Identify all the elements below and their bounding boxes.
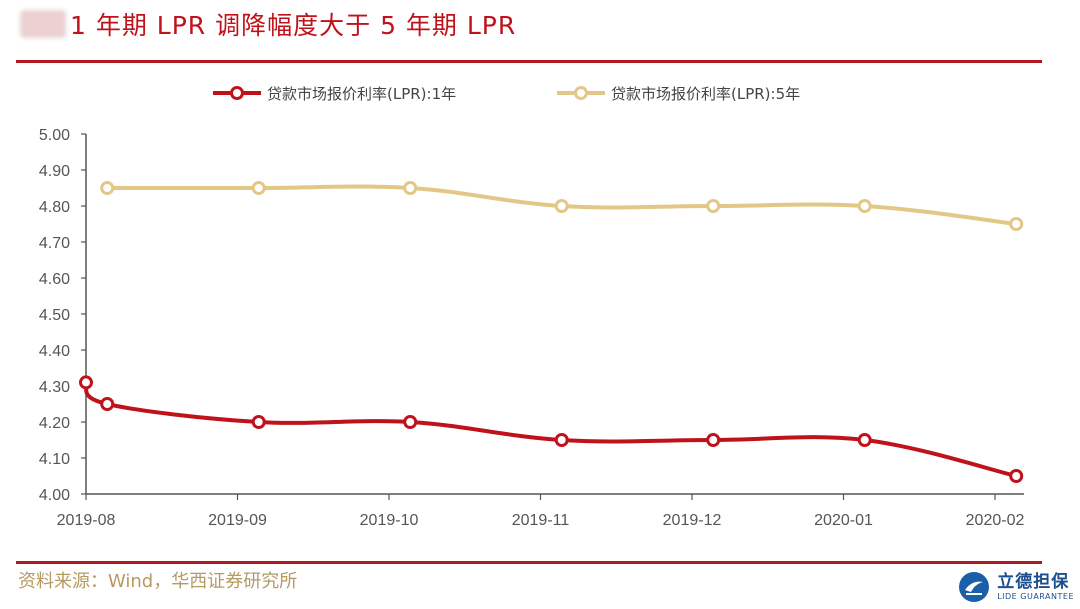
y-tick-label: 4.50 [39,307,70,324]
chart-legend: 贷款市场报价利率(LPR):1年 贷款市场报价利率(LPR):5年 [213,85,800,103]
x-tick-label: 2019-09 [208,512,267,529]
series-2-point [1009,217,1024,231]
source-note: 资料来源：Wind，华西证券研究所 [18,571,298,592]
x-axis: 2019-08 2019-09 2019-10 2019-11 2019-12 2020-… [57,493,1025,529]
x-tick-label: 2020-01 [814,512,873,529]
lide-logo-icon [959,572,990,602]
series-1-point [251,415,266,429]
logo-chinese-text: 立德担保 [997,571,1070,592]
y-tick-label: 4.90 [39,163,70,180]
y-tick-label: 4.20 [39,415,70,432]
series-1-point [100,397,115,411]
top-rule [16,60,1042,63]
series-layer [79,181,1024,483]
series-2-point [100,181,115,195]
series-1-point [1009,469,1024,483]
blurred-brand-tag [20,10,66,38]
series-1-point [857,433,872,447]
logo-english-text: LIDE GUARANTEE [997,591,1074,601]
x-tick-label: 2019-10 [360,512,419,529]
series-line-1 [84,380,1019,478]
x-tick-label: 2020-02 [966,512,1025,529]
legend-label: 贷款市场报价利率(LPR):1年 [267,85,456,103]
y-tick-label: 4.30 [39,379,70,396]
y-tick-label: 4.10 [39,451,70,468]
legend-swatch-marker [574,86,588,100]
series-1-point [79,375,93,390]
series-2-point [403,181,418,195]
x-tick-label: 2019-12 [663,512,722,529]
x-tick-label: 2019-08 [57,512,116,529]
y-tick-label: 4.00 [39,487,70,504]
series-1-point [706,433,721,447]
legend-swatch-marker [230,86,244,100]
y-tick-label: 5.00 [39,127,70,144]
y-tick-label: 4.40 [39,343,70,360]
series-2-point [706,199,721,213]
y-tick-label: 4.60 [39,271,70,288]
x-tick-label: 2019-11 [512,512,570,529]
line-chart: 贷款市场报价利率(LPR):1年 贷款市场报价利率(LPR):5年 4.00 4.1… [39,85,1025,529]
series-2-point [251,181,266,195]
y-axis: 4.00 4.10 4.20 4.30 4.40 4.50 4.60 4.70 4.80 4.90… [39,127,87,504]
series-2-point [857,199,872,213]
y-tick-label: 4.70 [39,235,70,252]
y-tick-label: 4.80 [39,199,70,216]
chart-title: 1 年期 LPR 调降幅度大于 5 年期 LPR [70,11,517,40]
series-1-point [403,415,418,429]
series-1-point [554,433,569,447]
legend-label: 贷款市场报价利率(LPR):5年 [611,85,800,103]
brand-logo: 立德担保 LIDE GUARANTEE [957,569,1074,605]
bottom-rule [16,561,1042,564]
series-2-point [554,199,569,213]
